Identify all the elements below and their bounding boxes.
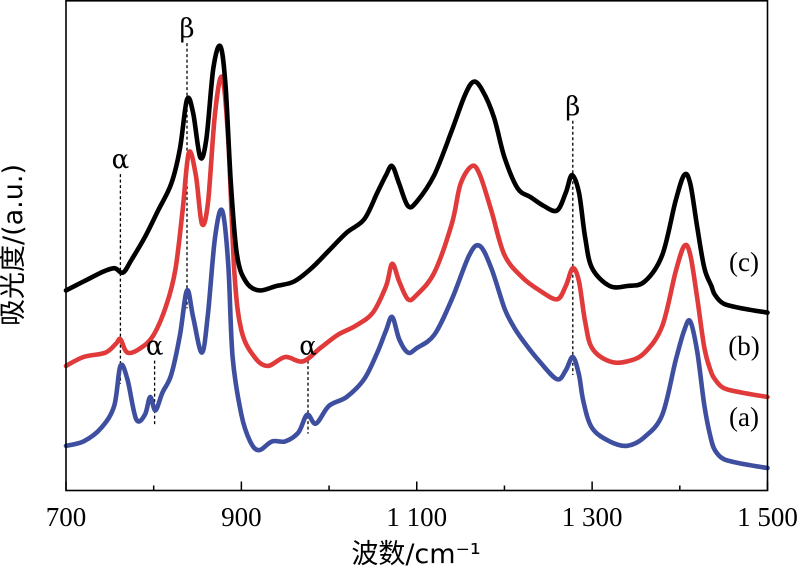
- series-label-2: (c): [729, 247, 759, 277]
- y-axis-title: 吸光度/(a.u.): [0, 164, 29, 326]
- annotations: α α α β β: [112, 14, 581, 362]
- x-tick-label-900: 900: [221, 502, 262, 532]
- series-label-0: (a): [729, 402, 759, 432]
- x-tick-label-1100: 1 100: [386, 502, 447, 532]
- band-annotation-3: β: [179, 14, 194, 44]
- series-group: [63, 43, 770, 471]
- band-annotation-1: α: [146, 332, 164, 362]
- series-labels: (a) (b) (c): [728, 247, 759, 432]
- series-line-a: [63, 207, 770, 471]
- x-tick-label-1500: 1 500: [737, 502, 798, 532]
- x-tick-label-700: 700: [46, 502, 87, 532]
- x-axis-title: 波数/cm⁻¹: [351, 539, 480, 570]
- band-annotation-2: α: [299, 332, 317, 362]
- series-label-1: (b): [728, 331, 759, 361]
- x-tick-label-1300: 1 300: [562, 502, 623, 532]
- x-axis: 700 900 1 100 1 300 1 500: [46, 481, 798, 532]
- series-line-b: [63, 74, 770, 400]
- band-annotation-0: α: [112, 145, 130, 175]
- series-line-c: [63, 43, 770, 315]
- band-annotation-4: β: [565, 92, 580, 122]
